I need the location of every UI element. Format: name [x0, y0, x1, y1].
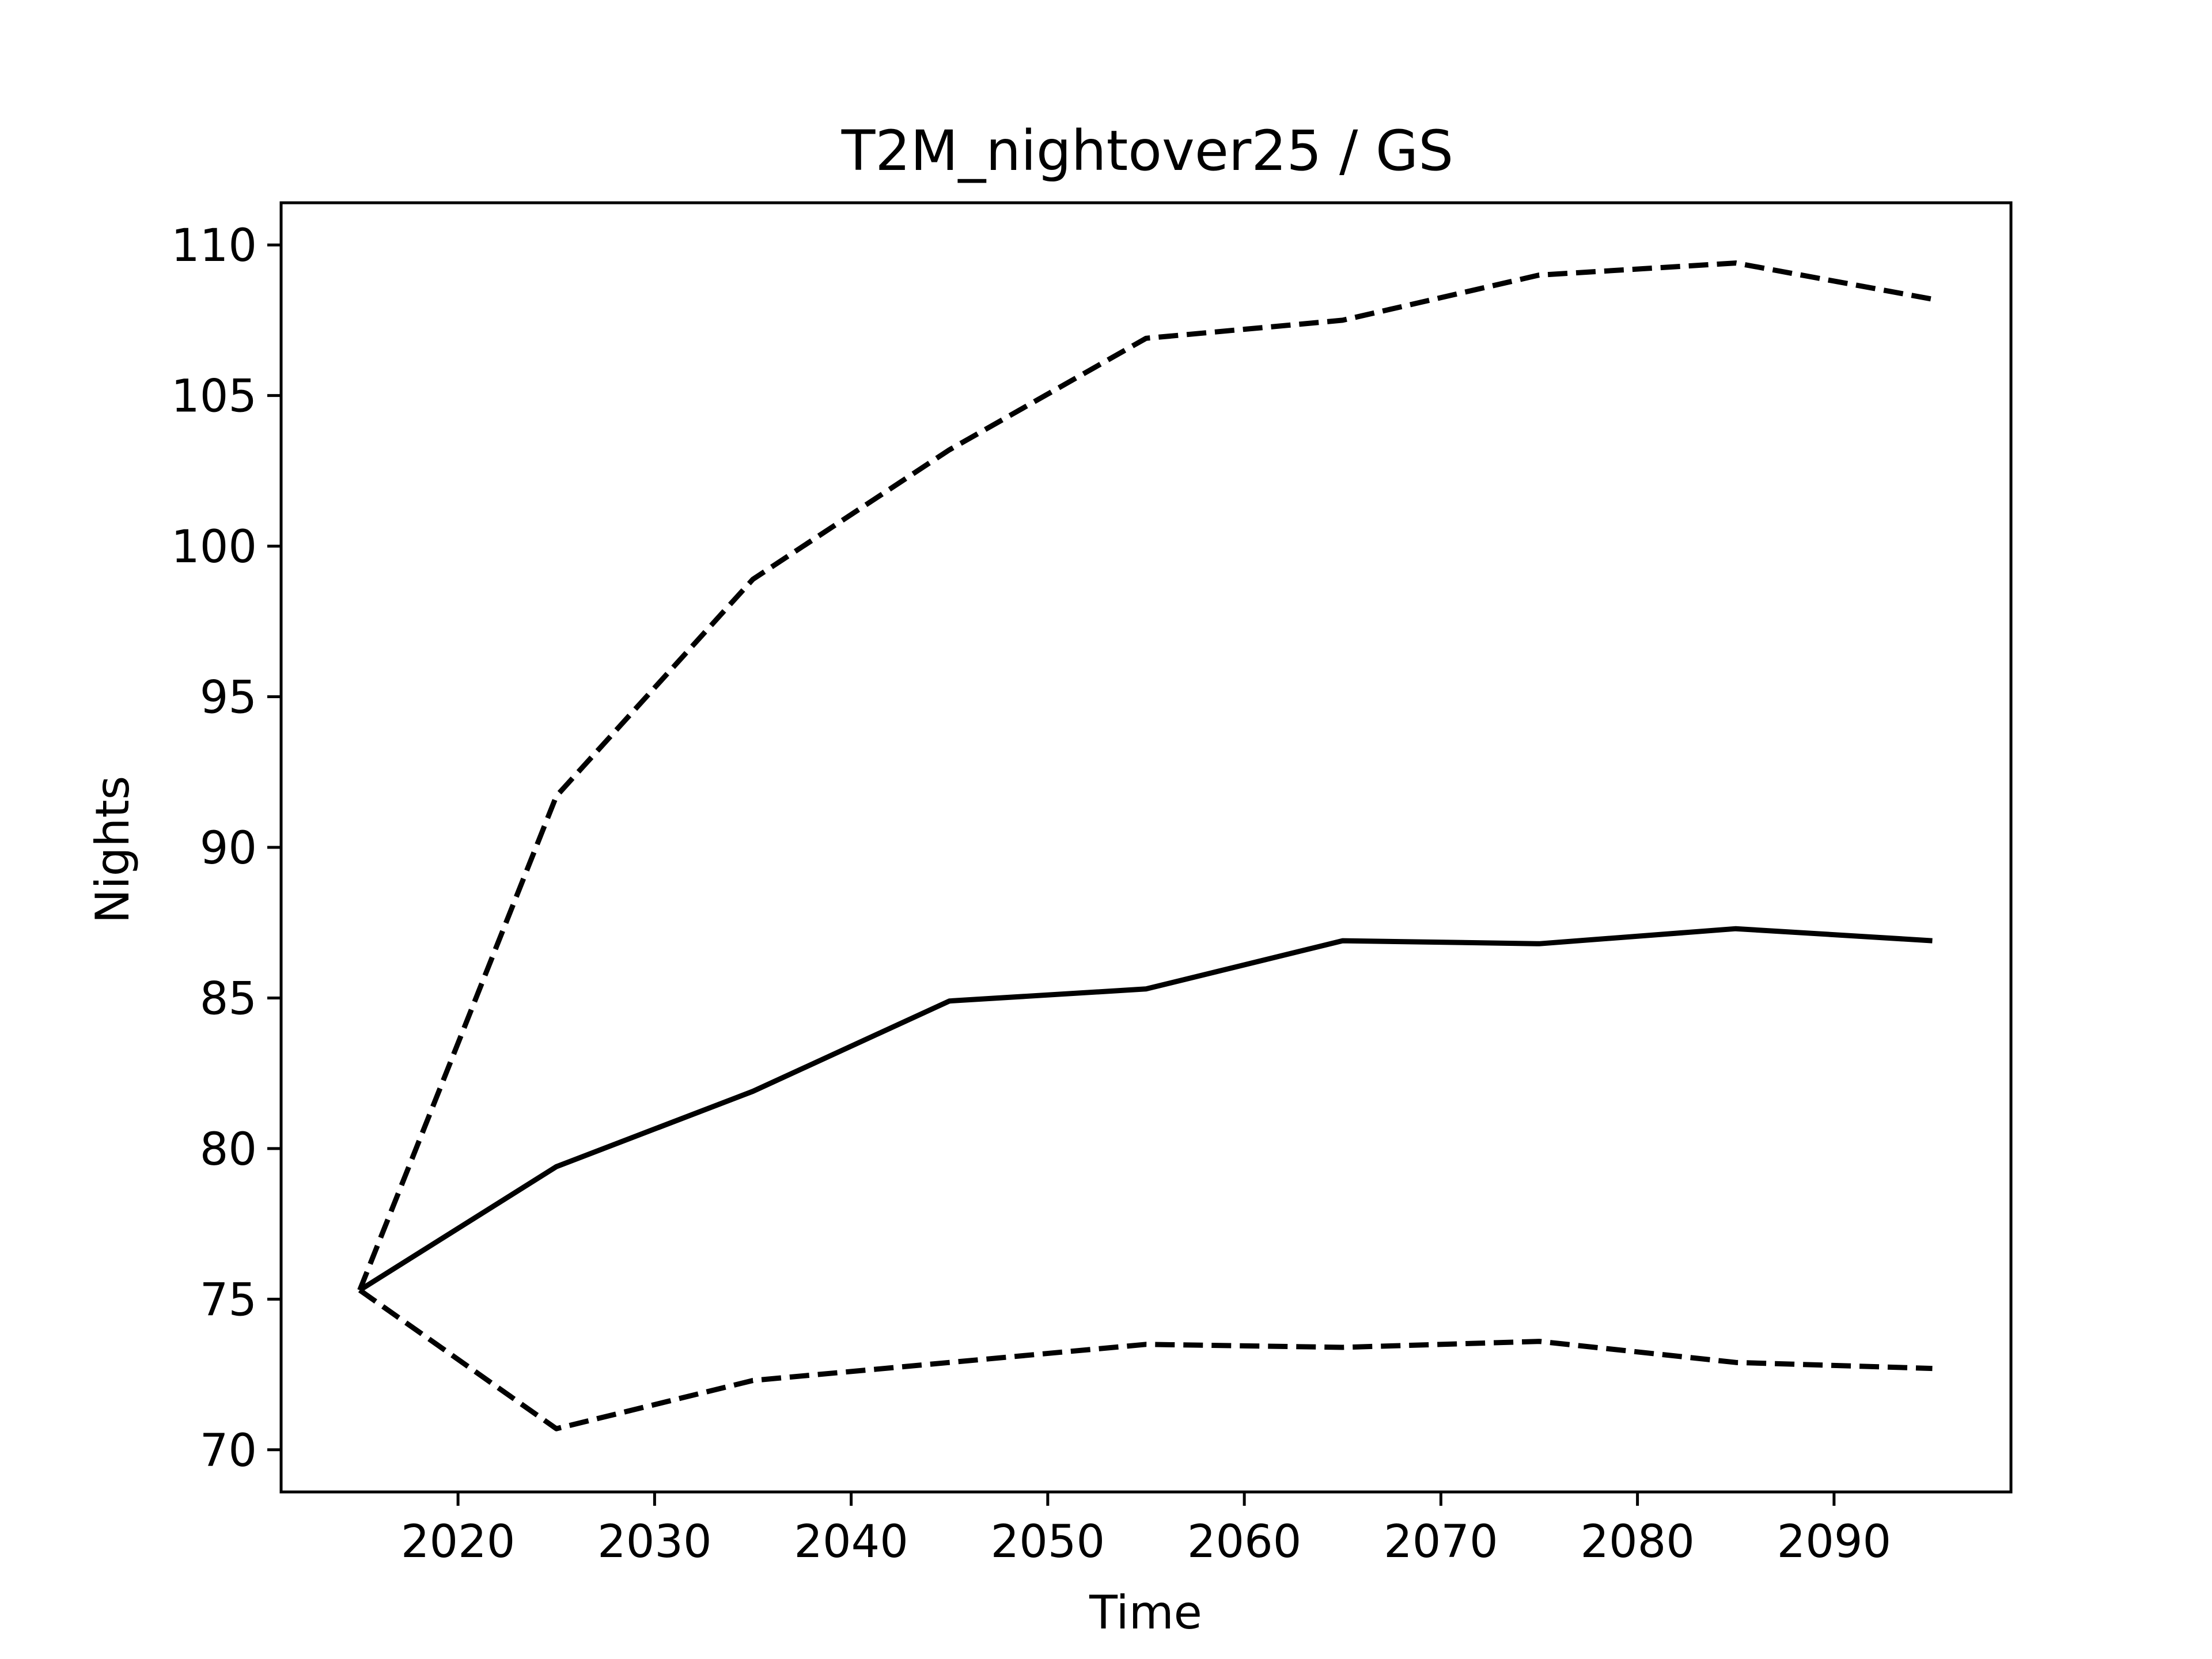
x-tick-label: 2090	[1777, 1516, 1892, 1568]
x-axis-label: Time	[1089, 1586, 1202, 1639]
x-tick-label: 2070	[1384, 1516, 1498, 1568]
y-tick-label: 100	[171, 521, 257, 573]
y-tick-label: 95	[200, 672, 257, 724]
y-tick-label: 75	[200, 1274, 257, 1326]
y-tick-label: 70	[200, 1425, 257, 1477]
y-tick-label: 80	[200, 1124, 257, 1176]
axis-ticks: 2020 2030 2040 2050 2060 2070 2080 2090 70 75 80 85…	[171, 220, 1891, 1568]
solid-series-line-0	[358, 926, 1933, 1293]
y-tick-label: 90	[200, 823, 257, 874]
y-tick-label: 110	[171, 220, 257, 272]
chart-title: T2M_nightover25 / GS	[841, 119, 1453, 183]
plot-area	[357, 260, 1933, 1431]
y-tick-label: 105	[171, 371, 257, 423]
x-tick-label: 2050	[991, 1516, 1105, 1568]
dashed-series-line-2	[358, 1288, 1933, 1431]
axes-frame	[279, 201, 2013, 1494]
y-axis-label: Nights	[86, 776, 139, 924]
x-tick-label: 2020	[401, 1516, 516, 1568]
x-tick-label: 2040	[794, 1516, 908, 1568]
dashed-series-line-1	[357, 260, 1933, 1291]
x-tick-label: 2060	[1187, 1516, 1302, 1568]
x-tick-label: 2080	[1580, 1516, 1695, 1568]
x-tick-label: 2030	[597, 1516, 712, 1568]
y-tick-label: 85	[200, 973, 257, 1025]
